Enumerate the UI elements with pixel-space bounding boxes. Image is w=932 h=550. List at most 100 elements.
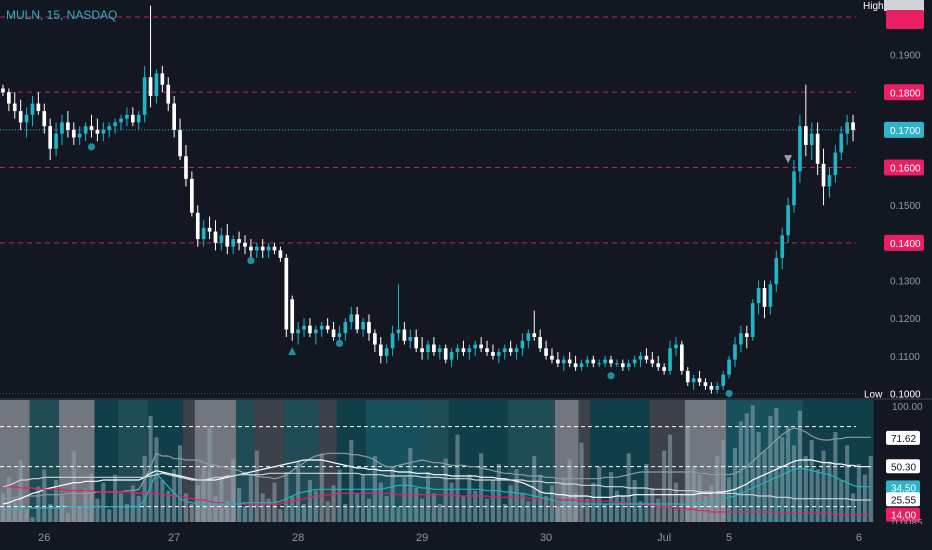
- candle: [7, 88, 11, 112]
- histogram-bar: [284, 472, 289, 522]
- candle-body: [508, 348, 513, 353]
- candle-body: [7, 92, 11, 104]
- candle: [479, 337, 483, 353]
- candle-body: [502, 348, 507, 353]
- histogram-bar: [490, 480, 496, 522]
- candle-body: [243, 242, 247, 247]
- time-axis-background: [0, 524, 932, 550]
- candle: [709, 382, 714, 394]
- histogram-bar: [18, 460, 23, 522]
- candle: [367, 314, 371, 341]
- histogram-bar: [130, 485, 135, 522]
- candle-body: [36, 103, 41, 112]
- candle: [656, 355, 661, 371]
- candle-body: [774, 257, 779, 285]
- candle: [355, 306, 359, 334]
- candle: [361, 318, 365, 338]
- histogram-bar: [496, 464, 501, 522]
- histogram-bar: [136, 496, 141, 522]
- candle-body: [136, 114, 141, 123]
- candle-body: [514, 348, 519, 353]
- time-axis[interactable]: 26 27 28 29 30 Jul 5 6: [0, 524, 932, 550]
- candle: [201, 220, 206, 247]
- histogram-bar: [850, 493, 856, 522]
- histogram-bar: [48, 504, 53, 522]
- candle: [260, 239, 265, 258]
- candle: [443, 344, 448, 364]
- candle: [803, 84, 808, 157]
- time-tick-label: 26: [38, 532, 50, 544]
- candle-body: [798, 126, 802, 172]
- price-label-text: 0.1000: [890, 389, 921, 400]
- high-value-badge: [886, 10, 924, 29]
- candle-body: [597, 363, 602, 365]
- price-axis[interactable]: 0.1900 0.1800 0.1700 0.1600 0.1500 0.1400 0.13…: [864, 51, 924, 402]
- candle-body: [42, 111, 47, 127]
- candle: [30, 96, 35, 127]
- candle: [314, 325, 318, 345]
- candle: [809, 122, 814, 161]
- histogram-bar: [154, 437, 159, 522]
- candle: [237, 231, 241, 251]
- candle: [591, 355, 596, 368]
- histogram-bar: [685, 426, 690, 522]
- histogram-bar: [443, 458, 448, 522]
- candle-body: [66, 122, 70, 130]
- candle: [680, 340, 684, 375]
- candle-series: [1, 5, 855, 394]
- candle: [845, 114, 849, 145]
- pane-separator[interactable]: [0, 398, 932, 400]
- candle: [130, 107, 135, 127]
- histogram-bar: [307, 480, 312, 522]
- price-label-badge: [884, 121, 924, 138]
- candle: [272, 242, 277, 255]
- candle-body: [249, 246, 253, 251]
- candle-body: [390, 333, 395, 349]
- candle: [184, 144, 188, 187]
- candle-body: [325, 325, 330, 330]
- price-label-badge: [884, 84, 924, 101]
- candle-body: [715, 385, 720, 390]
- price-tick-label: 0.1900: [890, 51, 921, 62]
- histogram-bar: [484, 498, 490, 522]
- candle-body: [178, 129, 182, 157]
- candle: [219, 227, 224, 251]
- time-tick-label: Jul: [657, 532, 671, 544]
- histogram-bar: [30, 517, 35, 522]
- candle-body: [201, 227, 206, 240]
- candle: [396, 284, 401, 341]
- histogram-bar: [667, 434, 673, 522]
- histogram-bar: [555, 506, 560, 522]
- candle: [632, 355, 637, 368]
- histogram-bar: [579, 442, 584, 522]
- candle: [585, 355, 590, 368]
- candle: [166, 77, 171, 112]
- candle-body: [809, 133, 814, 145]
- high-label-text: High: [863, 1, 884, 12]
- symbol-title[interactable]: MULN, 15, NASDAQ: [6, 8, 118, 22]
- histogram-bar: [827, 461, 832, 522]
- oscillator-axis-label: 0.0085: [892, 518, 923, 529]
- histogram-bar: [709, 485, 714, 522]
- candle-body: [219, 235, 224, 243]
- candle: [207, 216, 212, 240]
- oscillator-value-badge: [886, 492, 920, 507]
- candle: [83, 122, 88, 142]
- candle: [42, 103, 47, 134]
- candle: [644, 348, 649, 364]
- candle-body: [479, 344, 483, 349]
- histogram-bar: [42, 469, 47, 522]
- price-tick-label: 0.1100: [890, 352, 920, 363]
- histogram-bar: [437, 504, 442, 522]
- candle-body: [113, 122, 117, 127]
- candle-body: [130, 114, 135, 123]
- candle: [449, 348, 454, 368]
- candle: [750, 299, 755, 341]
- candle: [833, 144, 838, 183]
- candle: [567, 352, 572, 368]
- histogram-bar: [732, 448, 738, 522]
- oscillator-band: [59, 400, 95, 522]
